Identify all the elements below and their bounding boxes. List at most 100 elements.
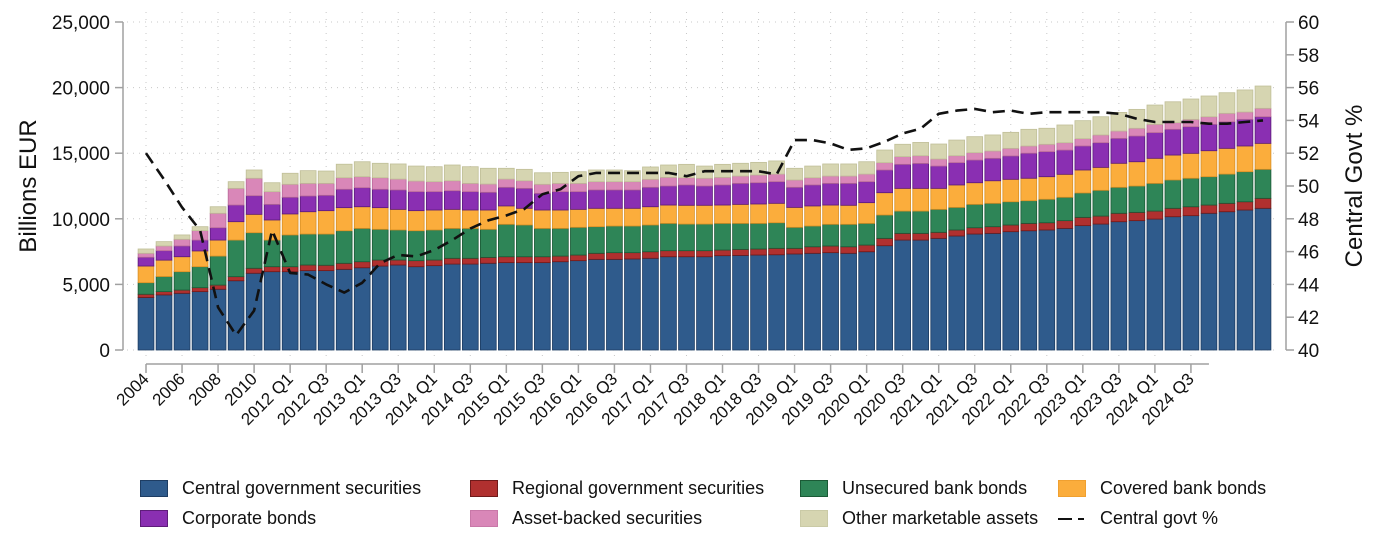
- bar-segment: [1128, 185, 1146, 213]
- bar-segment: [263, 271, 281, 351]
- bar-segment: [876, 214, 893, 239]
- legend-swatch: [800, 509, 828, 527]
- bar-segment: [1110, 130, 1128, 139]
- legend: Central government securities Regional g…: [140, 473, 1300, 533]
- bar-segment: [299, 270, 317, 351]
- bar-segment: [425, 166, 443, 183]
- y2-tick-label: 52: [1298, 144, 1319, 165]
- bar-segment: [173, 234, 191, 240]
- bar-segment: [263, 219, 281, 241]
- bar-segment: [1128, 220, 1146, 351]
- bar-segment: [786, 179, 803, 188]
- bar-segment: [1182, 126, 1200, 154]
- bar-segment: [407, 180, 425, 193]
- bar-segment: [624, 225, 641, 254]
- bar-segment: [534, 256, 551, 264]
- bar-segment: [1200, 176, 1218, 206]
- bar-segment: [678, 204, 695, 225]
- y2-tick-label: 56: [1298, 79, 1319, 100]
- bar-segment: [840, 175, 857, 184]
- bar-segment: [1002, 224, 1020, 233]
- bar-segment: [534, 227, 551, 258]
- central-govt-line: [144, 107, 1264, 337]
- bar-segment: [443, 208, 461, 229]
- bar-segment: [876, 162, 893, 171]
- bar-segment: [588, 169, 605, 183]
- bar-segment: [1218, 121, 1236, 149]
- bar-segment: [642, 186, 659, 208]
- bar-segment: [155, 291, 173, 296]
- bar-segment: [912, 163, 930, 189]
- bar-segment: [461, 257, 479, 265]
- bar-segment: [1110, 212, 1128, 223]
- bar-segment: [425, 229, 443, 261]
- bar-segment: [1074, 145, 1092, 171]
- legend-swatch: [140, 509, 168, 527]
- bar-segment: [552, 227, 569, 257]
- bar-segment: [660, 256, 677, 351]
- bar-segment: [227, 221, 245, 241]
- bar-segment: [912, 142, 930, 157]
- bar-segment: [696, 185, 713, 206]
- bar-segment: [570, 254, 587, 262]
- bars: [137, 85, 1272, 351]
- bar-segment: [498, 262, 515, 351]
- bar-segment: [281, 271, 299, 351]
- bar-segment: [966, 233, 984, 351]
- bar-segment: [624, 207, 641, 227]
- bar-segment: [750, 203, 767, 224]
- bar-segment: [534, 262, 551, 351]
- x-tick-label: 2008: [185, 369, 225, 409]
- bar-segment: [552, 209, 569, 229]
- bar-segment: [876, 237, 893, 247]
- bar-segment: [768, 254, 785, 351]
- bar-segment: [209, 206, 227, 214]
- bar-segment: [1038, 229, 1056, 351]
- bar-segment: [1236, 171, 1254, 203]
- bar-segment: [1056, 227, 1074, 351]
- bar-segment: [840, 204, 857, 225]
- bar-segment: [822, 175, 839, 184]
- bar-segment: [1146, 104, 1164, 125]
- bar-segment: [984, 134, 1002, 152]
- bar-segment: [1056, 142, 1074, 151]
- central-govt-percent-line: [144, 107, 1264, 337]
- bar-segment: [678, 223, 695, 252]
- legend-label: Covered bank bonds: [1100, 477, 1267, 498]
- bar-segment: [1056, 124, 1074, 144]
- bar-segment: [786, 186, 803, 208]
- bar-segment: [335, 188, 353, 209]
- bar-segment: [443, 164, 461, 182]
- bar-segment: [894, 143, 911, 158]
- bar-segment: [1092, 142, 1110, 168]
- bar-segment: [714, 249, 731, 257]
- bar-segment: [371, 162, 389, 179]
- legend-swatch: [140, 479, 168, 497]
- bar-segment: [245, 195, 263, 215]
- y2-tick-label: 54: [1298, 111, 1320, 132]
- bar-segment: [948, 184, 966, 208]
- bar-segment: [606, 189, 623, 209]
- bar-segment: [137, 256, 155, 267]
- bar-segment: [858, 202, 875, 224]
- bar-segment: [642, 206, 659, 226]
- bar-segment: [894, 232, 911, 241]
- legend-label: Corporate bonds: [182, 507, 317, 528]
- bar-segment: [1128, 127, 1146, 137]
- bar-segment: [1074, 120, 1092, 140]
- bar-segment: [317, 182, 335, 196]
- bar-segment: [1038, 143, 1056, 153]
- bar-segment: [570, 226, 587, 256]
- bar-segment: [1002, 131, 1020, 149]
- bar-segment: [443, 180, 461, 192]
- bar-segment: [173, 238, 191, 247]
- bar-segment: [696, 250, 713, 258]
- bar-segment: [299, 233, 317, 266]
- legend-item-covered-bank-bonds: Covered bank bonds: [1058, 478, 1298, 499]
- bar-segment: [822, 163, 839, 177]
- bar-segment: [227, 187, 245, 206]
- bar-segment: [299, 182, 317, 197]
- bar-segment: [678, 184, 695, 206]
- bar-segment: [407, 165, 425, 182]
- bar-segment: [876, 192, 893, 216]
